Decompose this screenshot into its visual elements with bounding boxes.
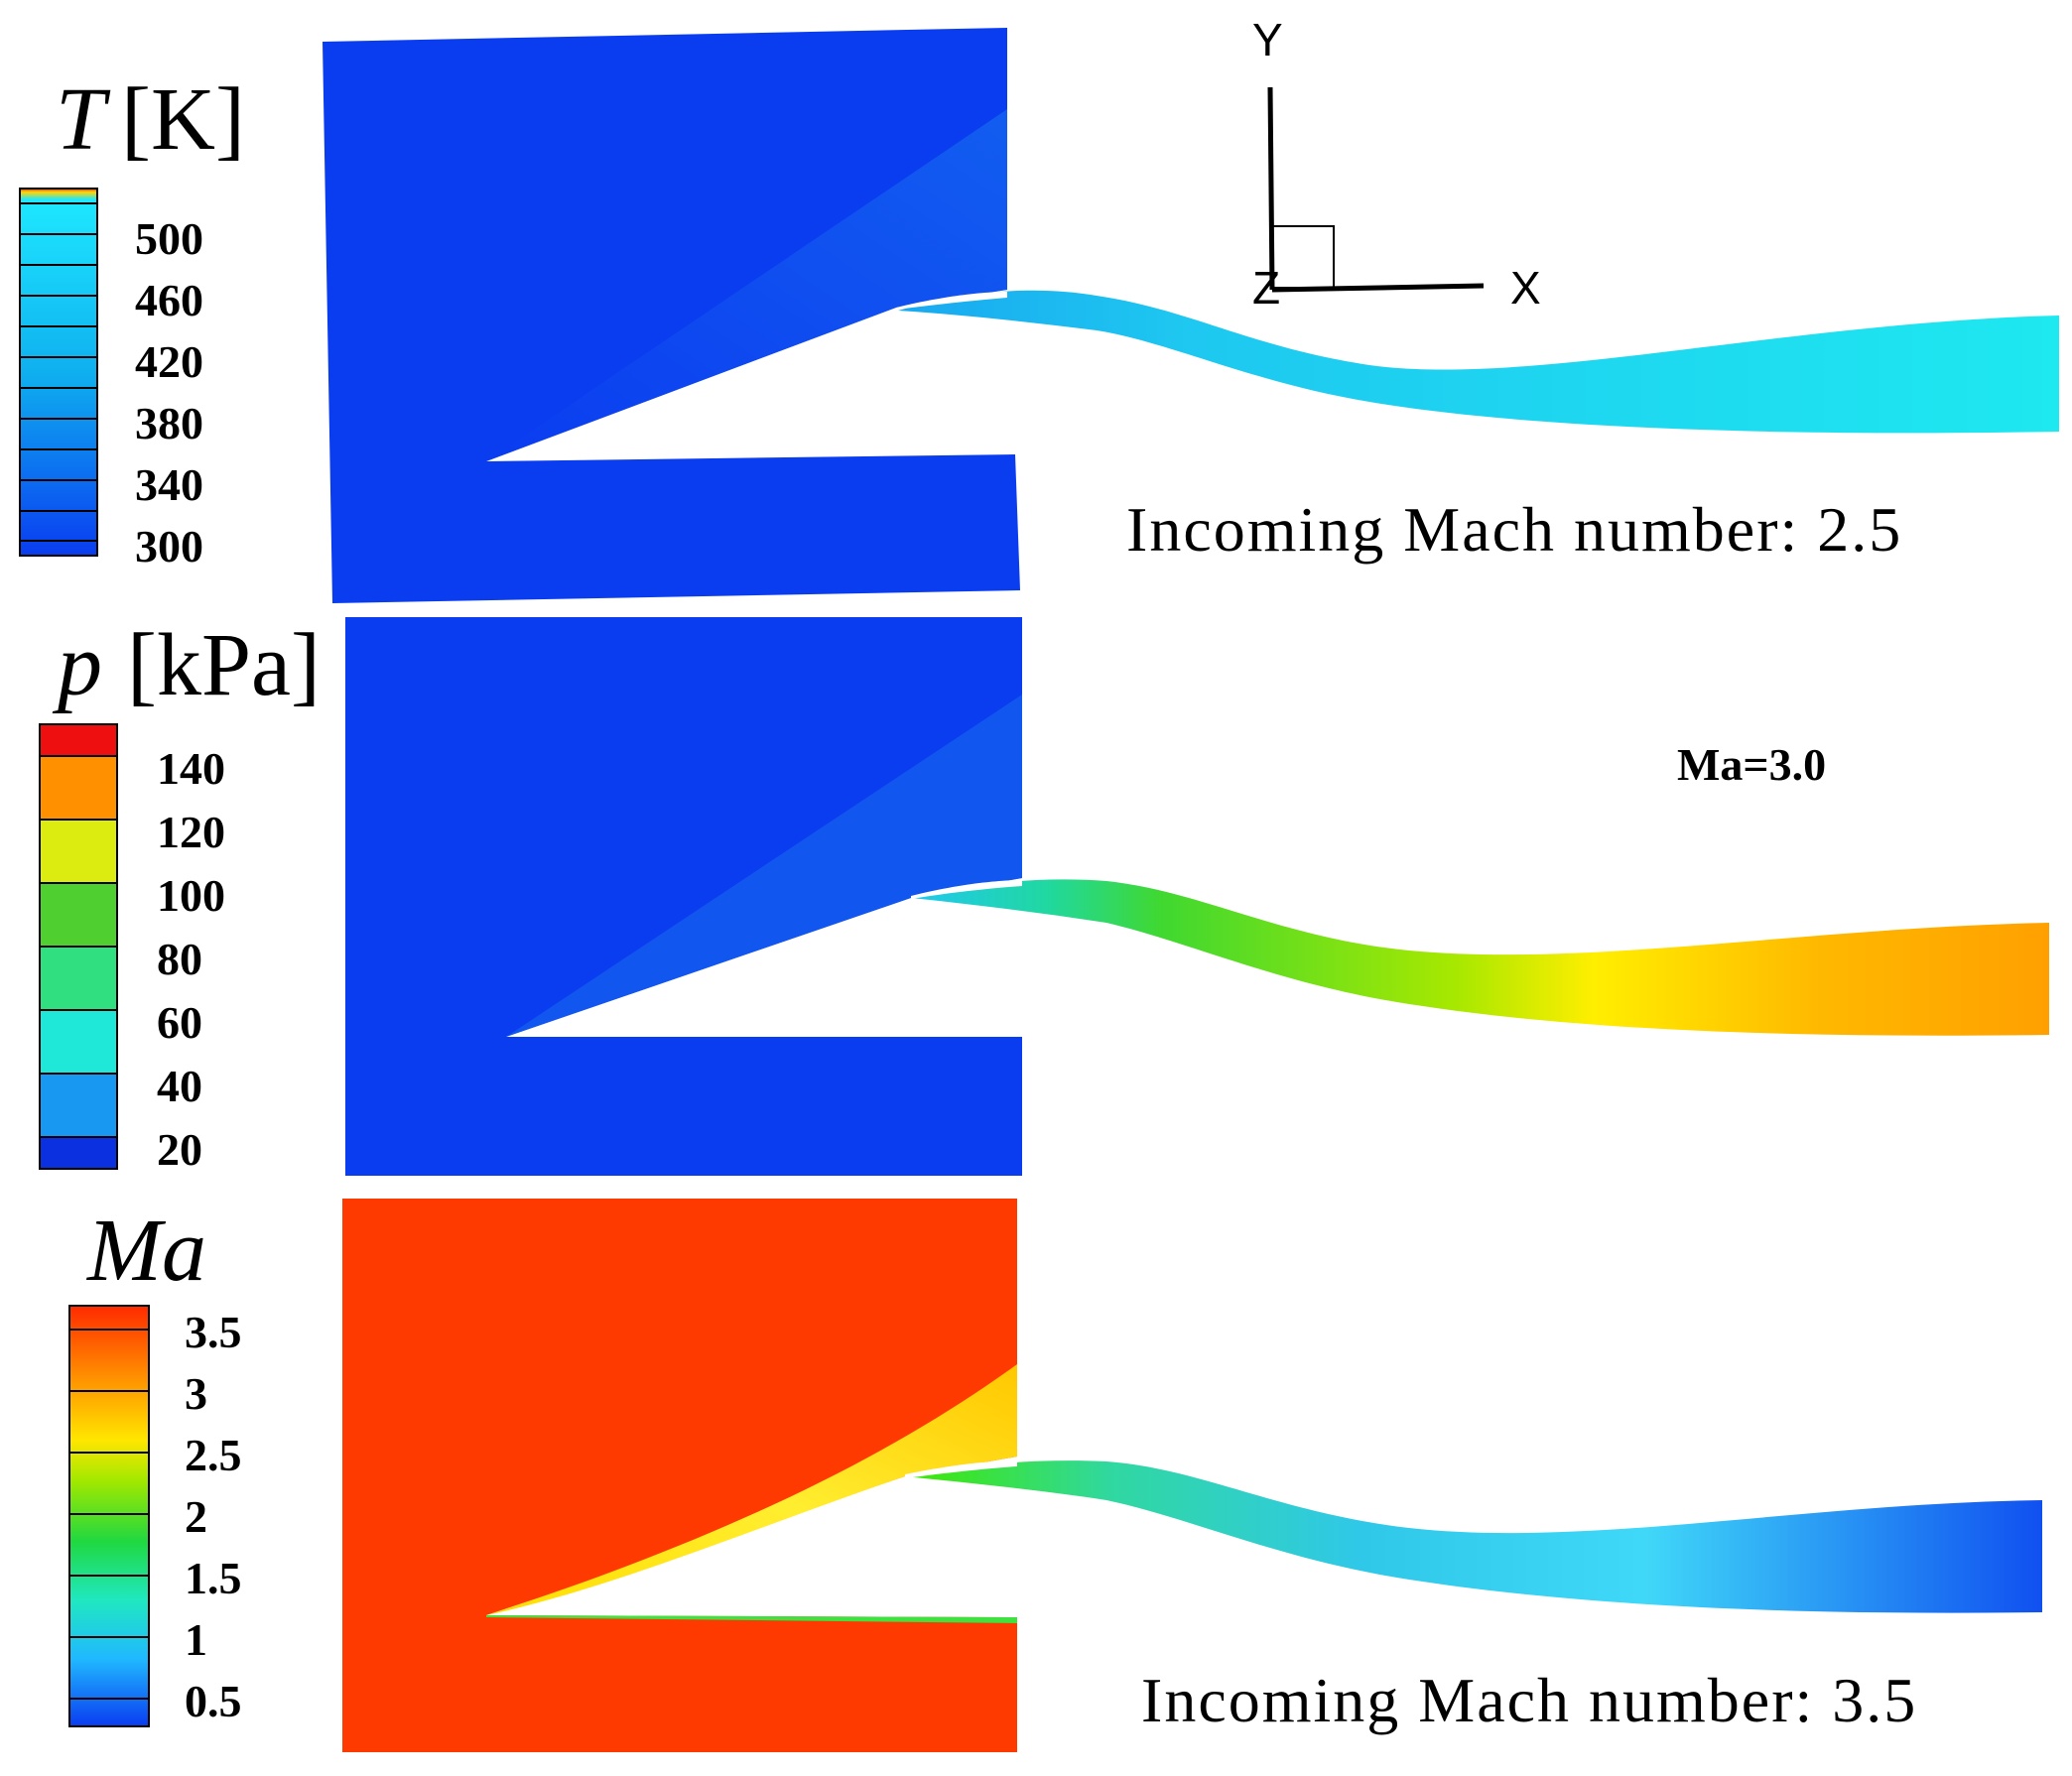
temperature-colorbar — [19, 188, 98, 557]
pressure-field — [345, 617, 2049, 1176]
z-axis-label: Z — [1252, 262, 1280, 314]
temperature-legend-symbol: T — [56, 70, 111, 169]
mach-tick: 3 — [185, 1368, 207, 1419]
pressure-tick: 20 — [157, 1124, 202, 1175]
pressure-shock-wave — [506, 695, 1022, 1037]
temperature-ticks: 500 460 420 380 340 300 — [135, 213, 203, 571]
mach-tick: 2 — [185, 1491, 207, 1542]
temperature-legend-unit: [K] — [121, 70, 245, 169]
temperature-tick: 500 — [135, 213, 203, 264]
pressure-legend: p [kPa] 140 120 100 80 60 40 20 — [39, 616, 321, 1175]
pressure-tick: 40 — [157, 1061, 202, 1111]
pressure-tick: 120 — [157, 807, 225, 857]
temperature-field — [323, 28, 2059, 603]
temperature-tick: 380 — [135, 398, 203, 448]
ma-middle-label: Ma=3.0 — [1677, 739, 1826, 790]
mach-ramp-boundary-layer — [486, 1615, 1017, 1623]
temperature-legend: T [K] 500 460 420 380 340 300 — [19, 70, 245, 571]
temperature-shock-wave — [486, 109, 1007, 461]
mach-tick: 2.5 — [185, 1430, 242, 1480]
temperature-internal-flow — [898, 290, 2059, 434]
z-axis-box — [1271, 225, 1335, 289]
mach-tick: 3.5 — [185, 1307, 242, 1357]
mach-colorbar — [68, 1305, 150, 1727]
pressure-cowl-gap — [911, 880, 1022, 899]
mach-field — [342, 1199, 2042, 1752]
temperature-tick: 300 — [135, 521, 203, 571]
pressure-legend-unit: [kPa] — [127, 616, 321, 714]
temperature-tick: 460 — [135, 275, 203, 325]
x-axis-label: X — [1510, 262, 1541, 314]
pressure-ticks: 140 120 100 80 60 40 20 — [157, 743, 225, 1175]
mach-ticks: 3.5 3 2.5 2 1.5 1 0.5 — [185, 1307, 242, 1726]
mach-internal-flow — [905, 1460, 2042, 1613]
temperature-tick: 420 — [135, 336, 203, 387]
mach-colorbar-bands — [69, 1329, 149, 1700]
x-axis-line — [1271, 283, 1485, 293]
pressure-tick: 140 — [157, 743, 225, 794]
pressure-tick: 100 — [157, 870, 225, 921]
temperature-cowl-gap — [896, 292, 1007, 310]
temperature-tick: 340 — [135, 459, 203, 510]
caption-bottom: Incoming Mach number: 3.5 — [1141, 1665, 1917, 1735]
pressure-legend-symbol: p — [52, 616, 102, 714]
pressure-domain — [345, 617, 1022, 1176]
mach-tick: 1 — [185, 1614, 207, 1665]
mach-cowl-gap — [905, 1460, 1017, 1478]
pressure-tick: 80 — [157, 934, 202, 984]
mach-legend: Ma 3.5 3 2.5 2 1.5 1 0.5 — [68, 1202, 242, 1727]
y-axis-label: Y — [1252, 14, 1283, 65]
axes-triad — [1267, 86, 1485, 293]
pressure-internal-flow — [911, 879, 2049, 1036]
temperature-colorbar-bands — [20, 202, 97, 542]
mach-tick: 1.5 — [185, 1553, 242, 1603]
mach-domain — [342, 1199, 1017, 1752]
caption-top: Incoming Mach number: 2.5 — [1126, 494, 1902, 565]
mach-legend-symbol: Ma — [85, 1202, 206, 1300]
pressure-tick: 60 — [157, 997, 202, 1048]
mach-tick: 0.5 — [185, 1676, 242, 1726]
pressure-colorbar — [39, 723, 118, 1170]
temperature-domain — [323, 28, 1020, 603]
